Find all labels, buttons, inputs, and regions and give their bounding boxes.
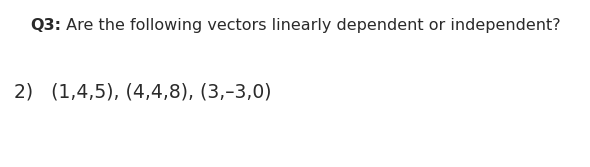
Text: Q3:: Q3: <box>30 18 61 33</box>
Text: Are the following vectors linearly dependent or independent?: Are the following vectors linearly depen… <box>61 18 560 33</box>
Text: 2)   (1,4,5), (4,4,8), (3,–3,0): 2) (1,4,5), (4,4,8), (3,–3,0) <box>14 82 271 101</box>
